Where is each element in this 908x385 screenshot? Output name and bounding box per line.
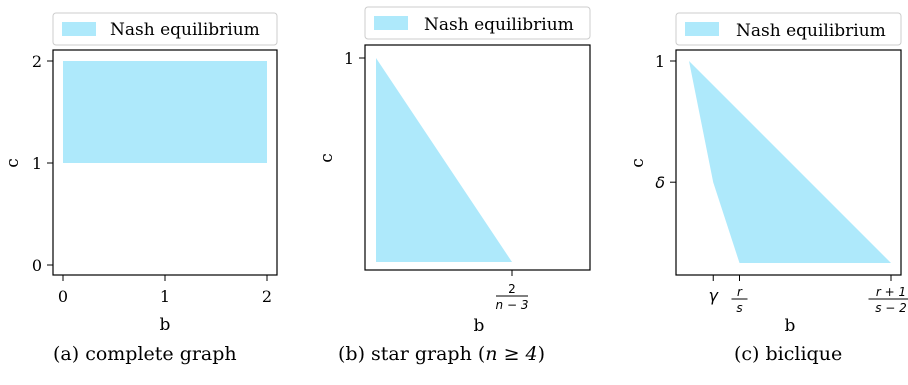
x-tick-label: 2 bbox=[262, 287, 272, 306]
y-axis-label: c bbox=[3, 158, 23, 168]
y-tick-label: 0 bbox=[32, 256, 42, 275]
panel-biclique: γ rs r + 1 s − 2 1 δ b c Nash equilibrium bbox=[628, 12, 908, 336]
x-axis-label: b bbox=[160, 315, 171, 335]
x-axis-label: b bbox=[785, 316, 796, 336]
legend: Nash equilibrium bbox=[675, 12, 902, 46]
y-tick-label: 1 bbox=[655, 52, 665, 71]
y-tick-label: 2 bbox=[32, 52, 42, 71]
caption-b-prefix: (b) star graph ( bbox=[338, 343, 486, 365]
x-tick-label-num: r bbox=[737, 285, 743, 299]
y-tick-label: δ bbox=[655, 173, 665, 192]
x-tick-label: 1 bbox=[160, 287, 170, 306]
x-axis-label: b bbox=[474, 316, 485, 336]
caption-b-math: n ≥ 4 bbox=[485, 343, 538, 365]
plot-frame bbox=[675, 49, 902, 276]
panel-star-graph: 2 n − 3 1 b c Nash equilibrium bbox=[317, 6, 591, 336]
caption-a: (a) complete graph bbox=[53, 343, 237, 365]
caption-b: (b) star graph (n ≥ 4) bbox=[338, 343, 545, 365]
x-tick-label: 0 bbox=[58, 287, 68, 306]
legend-swatch bbox=[62, 22, 96, 36]
legend: Nash equilibrium bbox=[52, 12, 278, 46]
legend-swatch bbox=[685, 22, 719, 36]
legend-label: Nash equilibrium bbox=[736, 21, 886, 41]
y-tick-label: 1 bbox=[32, 154, 42, 173]
x-tick-label-den: n − 3 bbox=[496, 298, 529, 312]
y-axis-label: c bbox=[317, 153, 337, 163]
plot-frame bbox=[364, 44, 591, 271]
caption-b-suffix: ) bbox=[537, 343, 546, 365]
legend-swatch bbox=[374, 16, 408, 30]
legend: Nash equilibrium bbox=[364, 6, 591, 40]
nash-region bbox=[689, 61, 891, 263]
y-tick-label: 1 bbox=[344, 49, 354, 68]
legend-label: Nash equilibrium bbox=[424, 15, 574, 35]
x-tick-label-den: s − 2 bbox=[875, 301, 907, 315]
x-tick-label: γ bbox=[709, 286, 720, 305]
nash-region bbox=[376, 58, 512, 262]
y-axis-label: c bbox=[628, 158, 648, 168]
caption-c: (c) biclique bbox=[734, 343, 843, 365]
panel-complete-graph: 0 1 2 0 1 2 b c Nash equilibrium bbox=[3, 12, 278, 335]
legend-label: Nash equilibrium bbox=[110, 20, 260, 40]
nash-region bbox=[63, 61, 267, 163]
x-tick-label-num: r + 1 bbox=[876, 285, 906, 299]
x-tick-label-den: s bbox=[736, 301, 742, 315]
x-tick-label-num: 2 bbox=[508, 282, 516, 296]
